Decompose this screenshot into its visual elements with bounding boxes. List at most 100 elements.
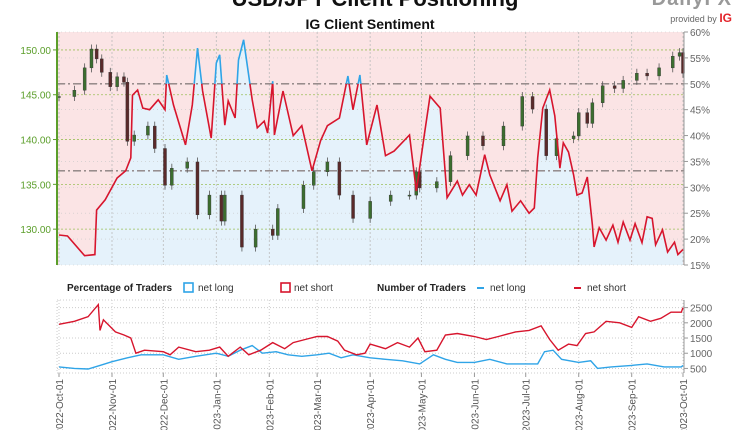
long-fill-area (59, 39, 683, 265)
date-tick-label: 2023-Feb-01 (265, 379, 276, 430)
price-candle (122, 76, 126, 83)
legend-pct-long: net long (198, 283, 234, 294)
legend-pct-short-swatch (280, 282, 291, 293)
date-tick-label: 2023-Jun-01 (470, 379, 481, 430)
sentiment-tick-label: 35% (690, 157, 710, 168)
price-candle (170, 168, 174, 186)
net-long-traders-line (58, 344, 684, 370)
traders-tick-label: 2000 (690, 319, 713, 330)
price-candle (125, 81, 130, 142)
price-candle (585, 112, 589, 124)
sentiment-tick-label: 40% (690, 132, 710, 143)
price-candle (645, 73, 649, 77)
provided-by-label: provided by (670, 14, 717, 24)
date-tick-label: 2023-Aug-01 (575, 379, 586, 430)
date-tick-label: 2022-Nov-01 (108, 379, 119, 430)
price-candle (481, 135, 485, 147)
price-candle (153, 125, 157, 149)
price-tick-label: 150.00 (20, 46, 51, 57)
price-candle (219, 194, 224, 222)
date-tick-label: 2023-Jan-01 (212, 379, 223, 430)
page-title: USD/JPY Client Positioning (0, 0, 750, 12)
price-candle (465, 135, 470, 156)
traders-tick-label: 1500 (690, 334, 713, 345)
price-candle (276, 208, 280, 236)
price-candle (612, 85, 617, 89)
net-short-traders-line (58, 302, 684, 358)
sentiment-tick-label: 45% (690, 106, 710, 117)
price-candle (635, 73, 639, 81)
traders-tick-label: 2500 (690, 304, 713, 315)
date-tick-label: 2022-Oct-01 (55, 379, 66, 430)
date-tick-label: 2023-Oct-01 (679, 379, 690, 430)
price-candle (368, 201, 372, 219)
price-candle (337, 161, 342, 196)
price-candle (115, 76, 119, 87)
price-candle (677, 52, 682, 57)
price-candle (223, 194, 227, 222)
sentiment-tick-label: 60% (690, 28, 710, 39)
legend-pct-title: Percentage of Traders (67, 283, 172, 294)
price-candle (185, 161, 189, 169)
sentiment-tick-label: 55% (690, 54, 710, 65)
price-candle (163, 148, 167, 186)
price-candle (657, 67, 661, 77)
price-tick-label: 130.00 (20, 225, 51, 236)
price-candle (301, 185, 306, 209)
price-candle (132, 134, 136, 142)
price-candle (407, 194, 412, 197)
price-candle (253, 228, 258, 248)
price-candle (351, 194, 355, 219)
price-candle (195, 161, 200, 216)
sentiment-plot: 130.00 135.00 140.00 145.00 150.00 15% 20% 25% 3… (20, 28, 710, 272)
sentiment-tick-label: 25% (690, 209, 710, 220)
price-candle (94, 48, 99, 60)
legend-num-long: net long (490, 283, 526, 294)
logo-text: DailyFX (652, 0, 732, 11)
price-candle (240, 194, 244, 248)
price-tick-label: 145.00 (20, 91, 51, 102)
traders-plot: 500 1000 1500 2000 2500 2022-Oct-01 2022-Nov-0… (55, 299, 713, 430)
price-candle (89, 48, 94, 69)
net-long-pct-line-below-50 (58, 83, 684, 257)
date-tick-label: 2023-Apr-01 (366, 379, 377, 430)
price-candle (146, 125, 150, 136)
price-candle (590, 102, 595, 124)
sentiment-tick-label: 15% (690, 261, 710, 272)
sentiment-tick-label: 30% (690, 183, 710, 194)
price-candle (312, 171, 316, 186)
price-candle (600, 85, 605, 103)
price-candle (571, 135, 576, 139)
price-candle (100, 58, 104, 73)
price-candle (448, 155, 453, 182)
ig-logo: IG (719, 11, 732, 25)
price-tick-label: 140.00 (20, 136, 51, 147)
price-candle (72, 90, 77, 97)
date-tick-label: 2023-Mar-01 (313, 379, 324, 430)
date-tick-label: 2022-Dec-01 (159, 379, 170, 430)
legend-pct-short: net short (294, 283, 333, 294)
traders-tick-label: 1000 (690, 349, 713, 360)
price-candle (671, 55, 675, 69)
sentiment-tick-label: 50% (690, 80, 710, 91)
sentiment-chart-title: IG Client Sentiment (305, 16, 434, 32)
price-candle (577, 112, 581, 137)
price-candle (501, 125, 506, 147)
price-candle (621, 80, 625, 89)
dailyfx-logo: DailyFX provided by IG (652, 0, 732, 25)
price-candle (388, 194, 393, 202)
sentiment-tick-label: 20% (690, 235, 710, 246)
price-candle (108, 72, 112, 87)
date-tick-label: 2023-Sep-01 (628, 379, 639, 430)
date-tick-label: 2023-May-01 (417, 379, 428, 430)
price-candle (530, 96, 535, 110)
price-candle (544, 108, 548, 156)
legend: Percentage of Traders net long net short… (67, 282, 626, 294)
price-tick-label: 135.00 (20, 180, 51, 191)
price-candle (325, 161, 330, 172)
legend-num-short: net short (587, 283, 626, 294)
price-candle (82, 67, 87, 91)
legend-num-title: Number of Traders (377, 283, 466, 294)
price-candle (270, 228, 275, 236)
